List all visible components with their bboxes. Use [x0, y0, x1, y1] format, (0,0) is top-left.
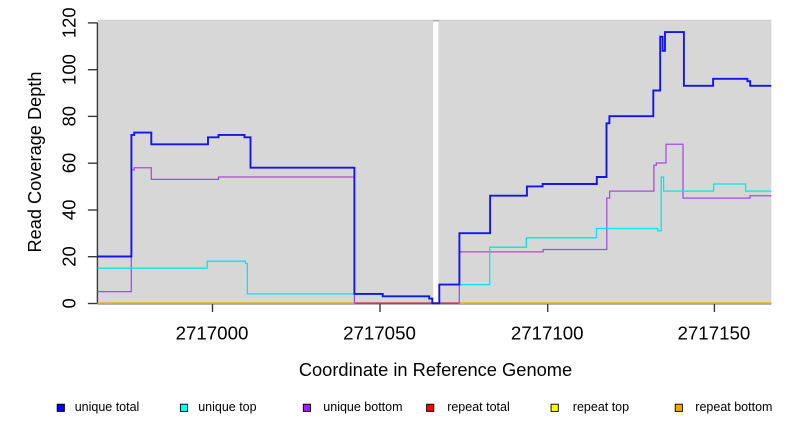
svg-text:20: 20	[58, 246, 79, 267]
svg-text:2717100: 2717100	[511, 323, 584, 344]
svg-text:2717000: 2717000	[176, 323, 249, 344]
svg-text:120: 120	[58, 7, 79, 38]
svg-text:Read Coverage Depth: Read Coverage Depth	[25, 72, 45, 253]
svg-text:2717050: 2717050	[343, 323, 416, 344]
svg-text:40: 40	[58, 200, 79, 221]
svg-text:Coordinate in Reference Genome: Coordinate in Reference Genome	[299, 359, 572, 380]
svg-text:repeat total: repeat total	[447, 400, 510, 414]
svg-text:100: 100	[58, 54, 79, 85]
svg-text:unique bottom: unique bottom	[323, 400, 402, 414]
svg-text:repeat bottom: repeat bottom	[695, 400, 772, 414]
svg-text:80: 80	[58, 106, 79, 127]
svg-text:60: 60	[58, 153, 79, 174]
svg-text:2717150: 2717150	[678, 323, 751, 344]
svg-text:0: 0	[58, 298, 79, 308]
svg-text:unique total: unique total	[75, 400, 140, 414]
svg-text:unique top: unique top	[198, 400, 256, 414]
svg-text:repeat top: repeat top	[573, 400, 629, 414]
